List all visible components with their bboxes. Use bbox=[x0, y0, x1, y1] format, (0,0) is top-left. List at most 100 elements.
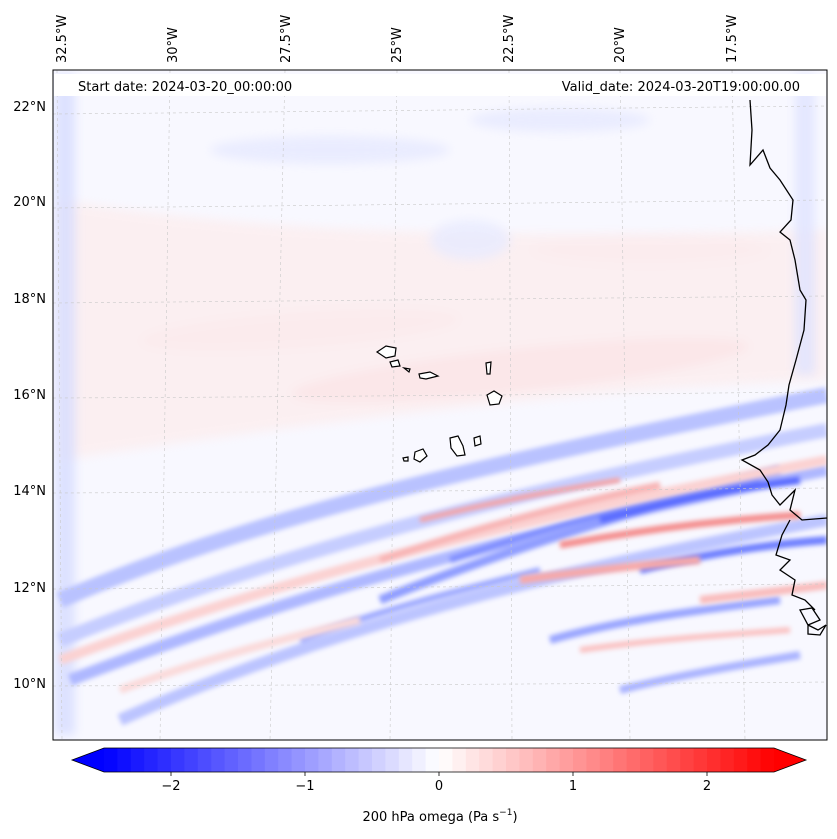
colorbar-segment bbox=[546, 748, 561, 772]
lon-label: 30°W bbox=[166, 27, 181, 63]
colorbar-tick-label: −1 bbox=[295, 779, 314, 794]
colorbar-segment bbox=[305, 748, 319, 772]
colorbar-segment bbox=[452, 748, 467, 772]
colorbar-min-extension bbox=[72, 748, 104, 772]
colorbar-segment bbox=[331, 748, 346, 772]
island-sao-vicente bbox=[389, 359, 401, 368]
lat-label: 20°N bbox=[13, 195, 46, 210]
colorbar-segment bbox=[197, 748, 212, 772]
colorbar-segment bbox=[171, 748, 185, 772]
island-santo-antao bbox=[375, 345, 397, 359]
colorbar-segment bbox=[479, 748, 494, 772]
colorbar-segment bbox=[224, 748, 239, 772]
island-boa-vista bbox=[486, 390, 503, 406]
colorbar-segment bbox=[264, 748, 279, 772]
african-islands-south bbox=[799, 607, 827, 636]
colorbar-segment bbox=[318, 748, 333, 772]
colorbar-segment bbox=[666, 748, 681, 772]
colorbar-segment bbox=[291, 748, 306, 772]
colorbar-label-suffix: ) bbox=[512, 810, 517, 825]
colorbar-tick-label: 0 bbox=[435, 779, 443, 794]
island-santiago bbox=[449, 435, 466, 457]
colorbar-segment bbox=[425, 748, 440, 772]
lon-label: 17.5°W bbox=[725, 15, 740, 63]
island-sao-nicolau bbox=[418, 371, 440, 380]
colorbar-segment bbox=[519, 748, 534, 772]
colorbar-tick-label: −2 bbox=[161, 779, 180, 794]
colorbar-segment bbox=[640, 748, 654, 772]
colorbar-segment bbox=[358, 748, 373, 772]
colorbar-segment bbox=[385, 748, 400, 772]
omega-field-positive-weak bbox=[60, 200, 827, 460]
colorbar-segment bbox=[720, 748, 735, 772]
colorbar-segment bbox=[278, 748, 293, 772]
lon-label: 27.5°W bbox=[279, 15, 294, 63]
colorbar-label-main: 200 hPa omega (Pa s bbox=[362, 810, 499, 825]
island-fogo bbox=[413, 448, 428, 463]
colorbar-segment bbox=[707, 748, 721, 772]
colorbar-segment bbox=[117, 748, 132, 772]
colorbar-segment bbox=[372, 748, 386, 772]
omega-field-negative-weak bbox=[55, 75, 815, 735]
lon-label: 20°W bbox=[613, 27, 628, 63]
lat-label: 18°N bbox=[13, 292, 46, 307]
start-date-text: Start date: 2024-03-20_00:00:00 bbox=[78, 80, 292, 95]
graticule bbox=[53, 70, 827, 740]
colorbar-segment bbox=[144, 748, 159, 772]
colorbar-segment bbox=[398, 748, 413, 772]
colorbar-segment bbox=[693, 748, 708, 772]
lat-label: 16°N bbox=[13, 388, 46, 403]
africa-coast bbox=[740, 99, 827, 611]
colorbar-segment bbox=[492, 748, 507, 772]
colorbar-segment bbox=[238, 748, 252, 772]
valid-date-text: Valid_date: 2024-03-20T19:00:00.00 bbox=[562, 80, 800, 95]
island-sal bbox=[485, 361, 492, 375]
lat-label: 14°N bbox=[13, 484, 46, 499]
map-frame bbox=[52, 69, 828, 741]
lon-label: 25°W bbox=[390, 27, 405, 63]
lon-label: 22.5°W bbox=[502, 15, 517, 63]
omega-field-negative-bands bbox=[56, 387, 827, 726]
lon-label: 32.5°W bbox=[55, 15, 70, 63]
colorbar-max-extension bbox=[774, 748, 806, 772]
colorbar: −2 −1 0 1 2 200 hPa omega (Pa s−1) bbox=[70, 747, 808, 825]
colorbar-segment bbox=[211, 748, 226, 772]
island-santa-luzia bbox=[401, 367, 411, 374]
colorbar-segment bbox=[559, 748, 574, 772]
cape-verde-islands bbox=[375, 345, 503, 463]
colorbar-label-exponent: −1 bbox=[499, 808, 512, 818]
island-brava bbox=[402, 456, 409, 462]
map-panel bbox=[53, 70, 827, 740]
omega-field-positive-bands bbox=[58, 455, 827, 694]
colorbar-label: 200 hPa omega (Pa s−1) bbox=[362, 808, 517, 825]
colorbar-segment bbox=[465, 748, 480, 772]
colorbar-tick-label: 1 bbox=[569, 779, 577, 794]
colorbar-segment bbox=[412, 748, 427, 772]
colorbar-segment bbox=[586, 748, 601, 772]
colorbar-segment bbox=[104, 748, 118, 772]
colorbar-segment bbox=[733, 748, 748, 772]
colorbar-segment bbox=[613, 748, 628, 772]
island-maio bbox=[473, 435, 482, 447]
colorbar-segment bbox=[251, 748, 266, 772]
colorbar-segment bbox=[680, 748, 695, 772]
colorbar-segment bbox=[532, 748, 547, 772]
longitude-labels: 32.5°W 30°W 27.5°W 25°W 22.5°W 20°W 17.5… bbox=[55, 15, 740, 63]
colorbar-segment bbox=[439, 748, 453, 772]
colorbar-segments bbox=[104, 748, 775, 772]
latitude-labels: 22°N 20°N 18°N 16°N 14°N 12°N 10°N bbox=[13, 100, 46, 692]
colorbar-segment bbox=[506, 748, 520, 772]
lat-label: 22°N bbox=[13, 100, 46, 115]
colorbar-segment bbox=[626, 748, 641, 772]
colorbar-segment bbox=[130, 748, 145, 772]
colorbar-segment bbox=[760, 748, 775, 772]
colorbar-segment bbox=[157, 748, 172, 772]
colorbar-tick-label: 2 bbox=[703, 779, 711, 794]
header-band bbox=[54, 74, 826, 96]
coastline bbox=[740, 99, 827, 636]
colorbar-segment bbox=[345, 748, 360, 772]
colorbar-ticks: −2 −1 0 1 2 bbox=[161, 772, 711, 794]
colorbar-segment bbox=[653, 748, 668, 772]
colorbar-segment bbox=[573, 748, 587, 772]
colorbar-segment bbox=[747, 748, 762, 772]
